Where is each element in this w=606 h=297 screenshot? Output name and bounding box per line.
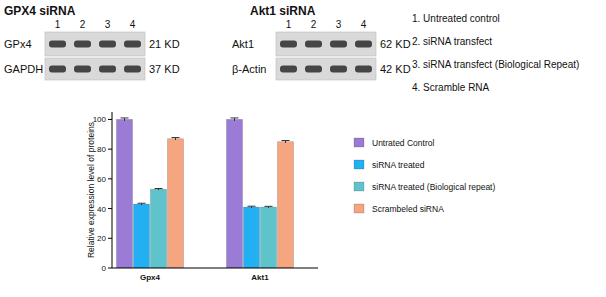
blot-membrane <box>45 58 145 80</box>
legend-swatch <box>354 204 364 213</box>
bar <box>117 119 133 268</box>
blot-size: 37 KD <box>149 63 180 75</box>
lane-key: 1. Untreated control <box>412 13 500 24</box>
error-bar <box>138 203 146 205</box>
error-cap <box>155 188 163 189</box>
y-tick-label: 20 <box>97 234 106 243</box>
blot-size: 21 KD <box>149 38 180 50</box>
blot-band <box>280 66 297 73</box>
bar <box>227 119 243 268</box>
blot-band <box>355 41 372 48</box>
blot-row-label: GPx4 <box>4 38 32 50</box>
blot-membrane <box>276 32 376 56</box>
blot-band <box>124 41 141 48</box>
bar <box>134 204 150 268</box>
y-tick <box>108 208 112 209</box>
error-cap <box>138 203 146 204</box>
lane-key: 4. Scramble RNA <box>412 82 490 93</box>
y-axis-label: Relative expression level of proteins <box>86 122 96 258</box>
error-bar <box>231 118 239 121</box>
error-cap <box>121 117 129 118</box>
blot-row-label: GAPDH <box>4 63 43 75</box>
error-bar <box>282 141 290 143</box>
error-bar <box>155 189 163 190</box>
y-tick <box>108 178 112 179</box>
y-axis <box>112 112 113 268</box>
x-tick-label: Gpx4 <box>140 273 161 282</box>
error-bar <box>172 138 180 140</box>
blot-band <box>124 66 141 73</box>
lane-number: 4 <box>130 19 136 30</box>
lane-number: 1 <box>286 19 292 30</box>
blot-row-label: β-Actin <box>232 63 266 75</box>
blot-band <box>99 66 116 73</box>
error-cap <box>265 206 273 207</box>
blot-band <box>330 66 347 73</box>
blot-band <box>49 41 66 48</box>
bar <box>261 207 277 268</box>
blot-membrane <box>276 58 376 80</box>
y-tick-label: 40 <box>97 205 106 214</box>
error-bar <box>248 206 256 208</box>
y-tick-label: 80 <box>97 145 106 154</box>
legend-swatch <box>354 138 364 147</box>
lane-key: 3. siRNA transfect (Biological Repeat) <box>412 59 579 70</box>
y-tick <box>108 119 112 120</box>
blot-band <box>74 66 91 73</box>
bar <box>244 207 260 268</box>
error-cap <box>248 206 256 207</box>
error-cap <box>282 140 290 141</box>
blot-size: 42 KD <box>380 63 411 75</box>
blot-band <box>280 41 297 48</box>
blot-band <box>330 41 347 48</box>
y-tick-label: 0 <box>102 264 107 273</box>
blot-membrane <box>45 32 145 56</box>
legend-label: siRNA treated (Biological repeat) <box>372 182 495 192</box>
lane-number: 3 <box>336 19 342 30</box>
x-axis <box>112 268 318 269</box>
bar <box>151 189 167 268</box>
error-cap <box>231 117 239 118</box>
y-tick-label: 60 <box>97 175 106 184</box>
y-tick <box>108 268 112 269</box>
legend-swatch <box>354 182 364 191</box>
blot-band <box>99 41 116 48</box>
legend-label: Scrambeled siRNA <box>372 204 444 214</box>
blot-band <box>49 66 66 73</box>
blot-row-label: Akt1 <box>232 38 254 50</box>
x-tick-label: Akt1 <box>251 273 269 282</box>
bar <box>168 139 184 268</box>
bar <box>278 142 294 268</box>
blot-title: GPX4 siRNA <box>4 4 76 18</box>
legend-swatch <box>354 160 364 169</box>
blot-band <box>74 41 91 48</box>
y-tick <box>108 238 112 239</box>
blot-band <box>305 41 322 48</box>
lane-number: 4 <box>361 19 367 30</box>
blot-band <box>355 66 372 73</box>
error-bar <box>121 118 129 121</box>
blot-band <box>305 66 322 73</box>
lane-key: 2. siRNA transfect <box>412 36 492 47</box>
lane-number: 1 <box>55 19 61 30</box>
bars <box>117 118 294 268</box>
blot-title: Akt1 siRNA <box>250 4 316 18</box>
y-tick <box>108 149 112 150</box>
lane-number: 2 <box>80 19 86 30</box>
lane-number: 2 <box>311 19 317 30</box>
lane-number: 3 <box>105 19 111 30</box>
legend-label: Untrated Control <box>372 138 434 148</box>
error-cap <box>172 137 180 138</box>
blot-size: 62 KD <box>380 38 411 50</box>
error-bar <box>265 206 273 207</box>
legend-label: siRNA treated <box>372 160 425 170</box>
figure: GPX4 siRNA1234GPx421 KDGAPDH37 KDAkt1 si… <box>0 0 606 297</box>
